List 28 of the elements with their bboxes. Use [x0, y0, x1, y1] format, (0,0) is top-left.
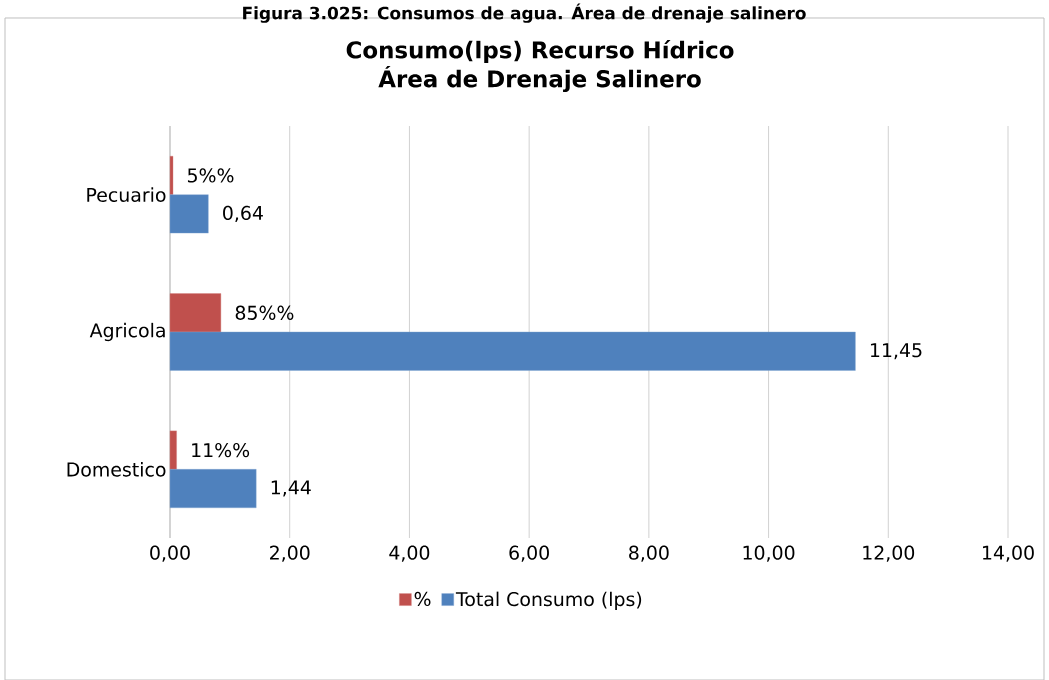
bar	[169, 293, 222, 333]
x-tick-label: 14,00	[982, 545, 1034, 562]
chart-subtitle: Área de Drenaje Salinero	[378, 65, 701, 93]
x-tick-label: 2,00	[270, 545, 310, 562]
data-label: 5%%	[187, 168, 234, 183]
data-label: 1,44	[271, 480, 311, 497]
x-tick-label: 6,00	[509, 545, 549, 562]
x-tick-label: 0,00	[150, 545, 190, 562]
chart-title: Consumo(lps) Recurso Hídrico	[346, 39, 734, 63]
y-tick-label: Domestico	[67, 462, 166, 477]
data-label: 11,45	[870, 343, 922, 360]
x-tick-label: 12,00	[863, 545, 915, 562]
y-tick-label: Agricola	[89, 322, 165, 342]
legend-label: Total Consumo (lps)	[455, 591, 642, 610]
bar	[169, 469, 257, 508]
bar	[169, 156, 174, 195]
bar	[169, 194, 209, 234]
bar	[169, 331, 856, 371]
x-tick-label: 10,00	[743, 545, 795, 562]
x-tick-label: 8,00	[629, 545, 669, 562]
x-tick-label: 4,00	[389, 545, 430, 562]
text: Figura 3.025: Consumos de agua. Área de drenaje salinero	[243, 3, 806, 23]
data-label: 11%%	[192, 442, 250, 458]
bar	[169, 430, 177, 470]
legend-label: %	[414, 591, 431, 607]
data-label: 0,64	[223, 205, 263, 223]
data-label: 85%%	[235, 305, 294, 320]
y-tick-label: Pecuario	[87, 187, 166, 202]
